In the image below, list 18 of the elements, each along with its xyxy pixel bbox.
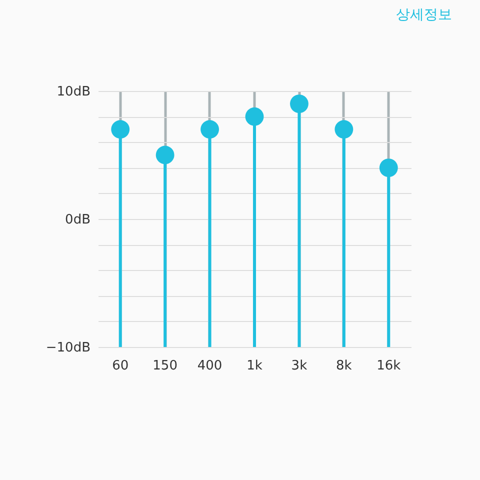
y-tick-label: 0dB bbox=[65, 212, 90, 228]
x-tick-label: 16k bbox=[376, 358, 402, 374]
x-tick-label: 400 bbox=[197, 358, 222, 374]
x-tick-label: 1k bbox=[246, 358, 263, 374]
x-tick-label: 8k bbox=[336, 358, 352, 374]
point bbox=[379, 158, 398, 177]
point bbox=[245, 107, 264, 126]
x-tick-label: 60 bbox=[112, 358, 129, 374]
point bbox=[156, 146, 174, 164]
point bbox=[200, 120, 220, 139]
x-tick-label: 3k bbox=[291, 358, 308, 374]
x-tick-label: 150 bbox=[152, 358, 178, 374]
point bbox=[334, 120, 354, 139]
y-tick-label: −10dB bbox=[46, 340, 90, 356]
point bbox=[111, 120, 130, 139]
y-tick-label: 10dB bbox=[56, 84, 90, 100]
text: 상세정보 bbox=[396, 6, 452, 24]
point bbox=[290, 94, 308, 113]
